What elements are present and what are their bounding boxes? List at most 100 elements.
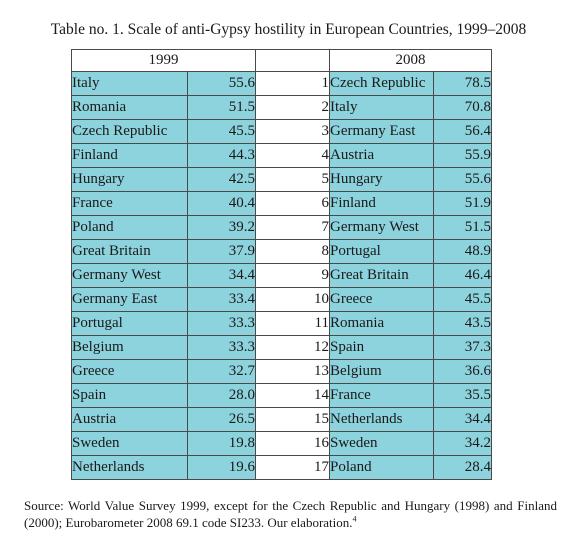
table-row: Austria 26.5 15 Netherlands 34.4	[71, 407, 492, 432]
score-1999: 28.0	[187, 383, 256, 408]
score-2008: 56.4	[433, 119, 492, 144]
score-2008: 51.9	[433, 191, 492, 216]
country-1999: France	[71, 191, 188, 216]
country-1999: Poland	[71, 215, 188, 240]
score-1999: 37.9	[187, 239, 256, 264]
rank-number: 14	[255, 383, 330, 408]
table-row: Netherlands 19.6 17 Poland 28.4	[71, 455, 492, 480]
country-2008: Greece	[329, 287, 434, 312]
table-row: Belgium 33.3 12 Spain 37.3	[71, 335, 492, 360]
country-2008: Poland	[329, 455, 434, 480]
score-2008: 45.5	[433, 287, 492, 312]
table-row: Italy 55.6 1 Czech Republic 78.5	[71, 71, 492, 96]
score-2008: 36.6	[433, 359, 492, 384]
source-text: Source: World Value Survey 1999, except …	[24, 498, 557, 530]
table-body: Italy 55.6 1 Czech Republic 78.5 Romania 51.5 2…	[71, 71, 492, 480]
score-2008: 34.4	[433, 407, 492, 432]
table-row: Germany West 34.4 9 Great Britain 46.4	[71, 263, 492, 288]
score-2008: 35.5	[433, 383, 492, 408]
country-1999: Sweden	[71, 431, 188, 456]
rank-number: 4	[255, 143, 330, 168]
country-1999: Czech Republic	[71, 119, 188, 144]
header-2008: 2008	[329, 49, 492, 72]
country-1999: Germany East	[71, 287, 188, 312]
country-2008: Hungary	[329, 167, 434, 192]
score-1999: 33.3	[187, 311, 256, 336]
table-row: Portugal 33.3 11 Romania 43.5	[71, 311, 492, 336]
rank-number: 6	[255, 191, 330, 216]
rank-number: 1	[255, 71, 330, 96]
score-1999: 19.6	[187, 455, 256, 480]
rank-number: 12	[255, 335, 330, 360]
country-1999: Spain	[71, 383, 188, 408]
score-2008: 55.6	[433, 167, 492, 192]
country-1999: Finland	[71, 143, 188, 168]
score-2008: 48.9	[433, 239, 492, 264]
country-1999: Italy	[71, 71, 188, 96]
score-1999: 33.3	[187, 335, 256, 360]
score-2008: 78.5	[433, 71, 492, 96]
score-1999: 33.4	[187, 287, 256, 312]
country-1999: Belgium	[71, 335, 188, 360]
country-2008: Czech Republic	[329, 71, 434, 96]
country-2008: Finland	[329, 191, 434, 216]
rank-number: 16	[255, 431, 330, 456]
country-2008: Germany West	[329, 215, 434, 240]
rank-number: 17	[255, 455, 330, 480]
score-2008: 46.4	[433, 263, 492, 288]
score-1999: 44.3	[187, 143, 256, 168]
country-2008: Great Britain	[329, 263, 434, 288]
rank-number: 3	[255, 119, 330, 144]
header-1999: 1999	[71, 49, 256, 72]
hostility-table: 1999 2008 Italy 55.6 1 Czech Republic 78.5 Ro…	[71, 49, 492, 480]
score-1999: 42.5	[187, 167, 256, 192]
country-2008: Italy	[329, 95, 434, 120]
score-1999: 19.8	[187, 431, 256, 456]
rank-number: 9	[255, 263, 330, 288]
score-1999: 32.7	[187, 359, 256, 384]
rank-number: 11	[255, 311, 330, 336]
table-row: Romania 51.5 2 Italy 70.8	[71, 95, 492, 120]
table-title: Table no. 1. Scale of anti-Gypsy hostili…	[50, 21, 527, 38]
score-2008: 28.4	[433, 455, 492, 480]
country-2008: Sweden	[329, 431, 434, 456]
score-1999: 34.4	[187, 263, 256, 288]
footnote-mark: 4	[352, 514, 357, 524]
score-2008: 37.3	[433, 335, 492, 360]
country-1999: Hungary	[71, 167, 188, 192]
table-row: Czech Republic 45.5 3 Germany East 56.4	[71, 119, 492, 144]
score-1999: 39.2	[187, 215, 256, 240]
score-1999: 45.5	[187, 119, 256, 144]
country-1999: Great Britain	[71, 239, 188, 264]
country-1999: Portugal	[71, 311, 188, 336]
table-row: Finland 44.3 4 Austria 55.9	[71, 143, 492, 168]
rank-number: 8	[255, 239, 330, 264]
table-row: France 40.4 6 Finland 51.9	[71, 191, 492, 216]
score-2008: 51.5	[433, 215, 492, 240]
country-2008: Germany East	[329, 119, 434, 144]
country-1999: Austria	[71, 407, 188, 432]
table-row: Hungary 42.5 5 Hungary 55.6	[71, 167, 492, 192]
header-row: 1999 2008	[71, 49, 492, 72]
score-1999: 55.6	[187, 71, 256, 96]
country-1999: Germany West	[71, 263, 188, 288]
header-rank-blank	[255, 49, 330, 72]
score-1999: 40.4	[187, 191, 256, 216]
rank-number: 13	[255, 359, 330, 384]
table-row: Greece 32.7 13 Belgium 36.6	[71, 359, 492, 384]
score-1999: 51.5	[187, 95, 256, 120]
source-note: Source: World Value Survey 1999, except …	[24, 497, 557, 531]
table-row: Poland 39.2 7 Germany West 51.5	[71, 215, 492, 240]
country-2008: Belgium	[329, 359, 434, 384]
country-1999: Netherlands	[71, 455, 188, 480]
country-2008: Spain	[329, 335, 434, 360]
country-2008: France	[329, 383, 434, 408]
country-2008: Portugal	[329, 239, 434, 264]
country-2008: Netherlands	[329, 407, 434, 432]
score-1999: 26.5	[187, 407, 256, 432]
rank-number: 2	[255, 95, 330, 120]
country-1999: Greece	[71, 359, 188, 384]
country-2008: Romania	[329, 311, 434, 336]
table-row: Sweden 19.8 16 Sweden 34.2	[71, 431, 492, 456]
